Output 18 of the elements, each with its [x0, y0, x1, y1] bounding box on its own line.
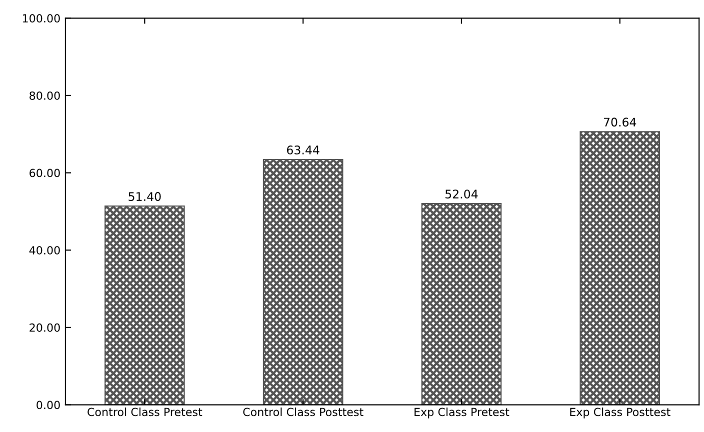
y-tick-label: 60.00 [30, 168, 60, 178]
data-label: 52.04 [445, 190, 478, 199]
y-tick-label: 20.00 [30, 323, 60, 332]
x-tick-label: Control Class Pretest [88, 408, 202, 416]
y-tick-label: 40.00 [29, 246, 60, 255]
y-tick-label: 100.00 [22, 14, 60, 23]
y-tick-label: 80.00 [30, 91, 60, 100]
bar [580, 131, 660, 405]
x-tick-label: Exp Class Pretest [414, 408, 510, 418]
bar [104, 205, 185, 405]
bar [262, 158, 344, 405]
x-tick-label: Exp Class Posttest [570, 408, 670, 418]
data-label: 63.44 [287, 146, 320, 154]
bar [421, 203, 502, 405]
data-label: 51.40 [128, 192, 161, 201]
x-tick-label: Control Class Posttest [243, 408, 364, 416]
data-label: 70.64 [604, 118, 636, 127]
y-tick-label: 0.00 [36, 400, 60, 410]
